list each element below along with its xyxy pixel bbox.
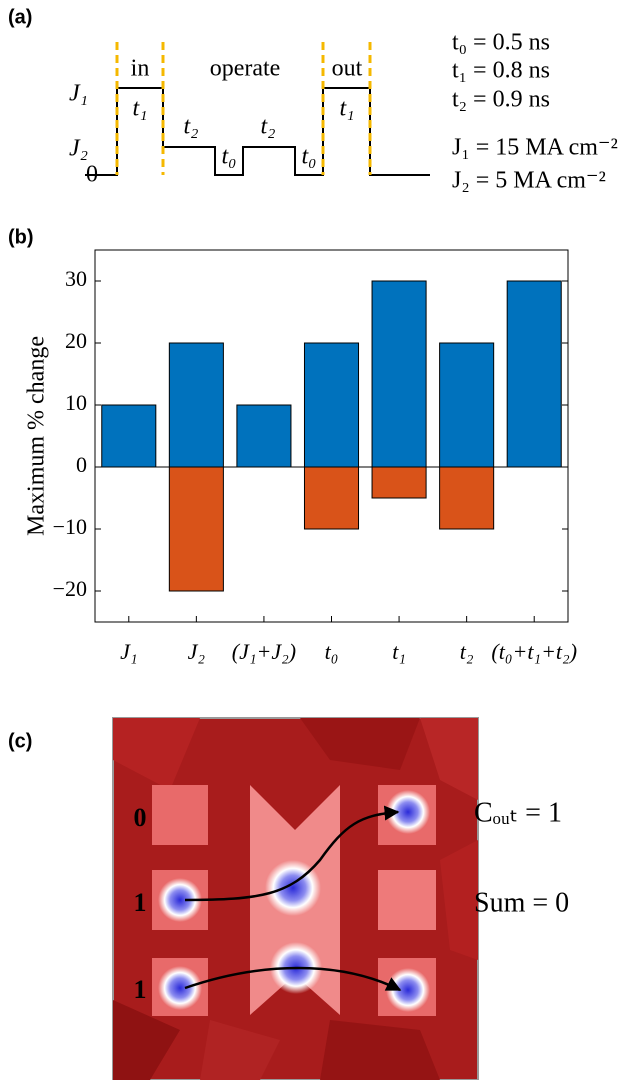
simulation-image (112, 717, 479, 1080)
x-tick-label: t₀ (325, 639, 339, 664)
bar (236, 404, 292, 468)
pulse-label: t₁ (339, 96, 354, 122)
pulse-label: t₀ (301, 144, 316, 170)
y-tick-label: 0 (76, 452, 87, 477)
phase-label: out (332, 56, 363, 82)
level-label: J₁ (69, 81, 88, 107)
x-tick-label: J₂ (188, 639, 206, 664)
phase-label: operate (210, 56, 281, 82)
output-label: Sum = 0 (474, 887, 569, 918)
bar (303, 342, 360, 468)
x-tick-label: J₁ (120, 639, 137, 664)
level-label: J₂ (69, 136, 88, 162)
y-tick-label: −20 (53, 576, 87, 601)
level-label: 0 (86, 162, 98, 188)
y-axis-label: Maximum % change (24, 336, 50, 536)
bar (439, 466, 495, 530)
panel-label: (c) (8, 730, 32, 752)
parameter: t₀ = 0.5 ns (452, 30, 550, 56)
input-label: 0 (134, 803, 147, 832)
parameter: t₁ = 0.8 ns (452, 58, 550, 84)
x-tick-label: t₂ (460, 639, 474, 664)
pulse-label: t₂ (260, 114, 275, 140)
pulse-label: t₁ (132, 96, 147, 122)
x-tick-label: (t₀+t₁+t₂) (491, 639, 577, 664)
y-tick-label: 30 (65, 266, 87, 291)
pulse-label: t₀ (221, 144, 236, 170)
bar-chart: −20 −10 0 10 20 30 J₁ J₂ (J₁+J₂) t₀ t₁ t₂ (t₀+t₁+t₂)… (24, 249, 577, 664)
y-tick-label: 10 (65, 390, 87, 415)
bar (439, 342, 495, 468)
y-tick-label: 20 (65, 328, 87, 353)
bar (371, 466, 427, 499)
x-tick-label: t₁ (392, 639, 406, 664)
x-tick-label: (J₁+J₂) (232, 639, 296, 664)
parameter: t₂ = 0.9 ns (452, 87, 550, 113)
panel-label: (a) (8, 6, 32, 28)
bar (101, 404, 157, 468)
parameter: J₁ = 15 MA cm⁻² (452, 135, 618, 161)
plot-frame (94, 249, 569, 623)
phase-label: in (131, 56, 150, 82)
input-label: 1 (134, 888, 147, 917)
bar (371, 280, 427, 468)
bar (168, 342, 224, 468)
bar (506, 280, 562, 468)
pulse-label: t₂ (183, 114, 198, 140)
bar (303, 466, 360, 530)
y-tick-label: −10 (53, 514, 87, 539)
bar (168, 466, 224, 592)
output-label: Cₒᵤₜ = 1 (474, 797, 562, 828)
panel-label: (b) (8, 226, 34, 248)
waveform (85, 42, 430, 176)
parameter: J₂ = 5 MA cm⁻² (452, 168, 606, 194)
input-label: 1 (134, 975, 147, 1004)
